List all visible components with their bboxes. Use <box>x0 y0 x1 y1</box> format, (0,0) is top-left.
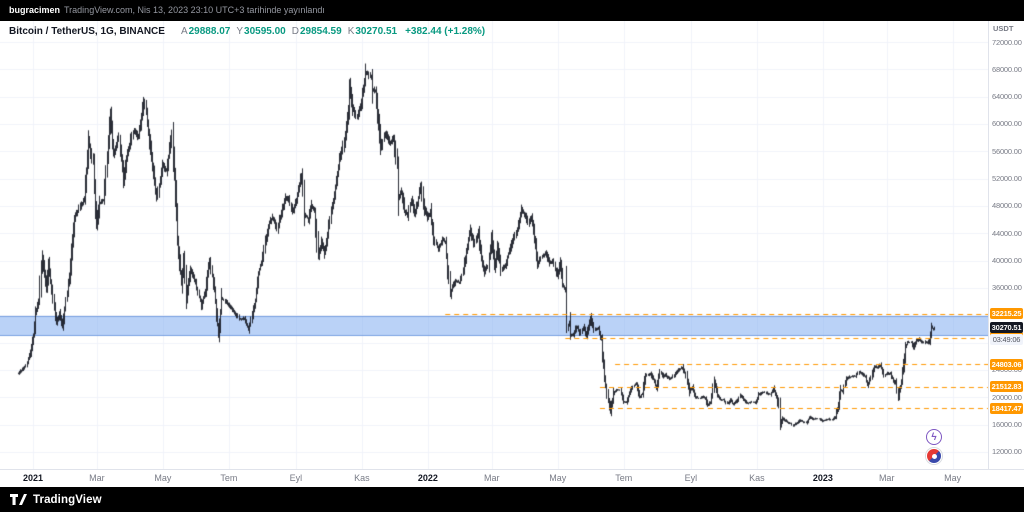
chart-area[interactable]: Bitcoin / TetherUS, 1G, BINANCE A29888.07… <box>0 21 1024 487</box>
time-label: Eyl <box>289 473 303 483</box>
time-label: May <box>154 473 172 483</box>
time-label: Mar <box>89 473 105 483</box>
time-label: 2021 <box>22 473 44 483</box>
time-label: Kas <box>749 473 765 483</box>
time-label: Mar <box>878 473 895 483</box>
price-tick: 60000.00 <box>992 119 1022 129</box>
ohlc-values: A29888.07 Y30595.00 D29854.59 K30270.51 +382… <box>175 26 485 37</box>
publisher-username: bugracimen <box>9 5 61 15</box>
time-label: 2023 <box>812 473 833 483</box>
ohlc-label: Y <box>236 26 244 37</box>
lightning-reaction-icon[interactable]: ϟ <box>926 429 942 445</box>
level-price-badge[interactable]: 24803.06 <box>990 358 1023 370</box>
publish-info-text: TradingView.com, Nis 13, 2023 23:10 UTC+… <box>64 5 325 15</box>
time-label: Tem <box>615 473 633 483</box>
price-chart-canvas[interactable] <box>0 21 988 469</box>
lightning-glyph: ϟ <box>931 431 937 443</box>
emoji-reaction-dot <box>931 453 937 459</box>
price-tick: 64000.00 <box>992 92 1022 102</box>
level-price-badge[interactable]: 32215.25 <box>990 308 1023 320</box>
time-label: Mar <box>484 473 500 483</box>
price-tick: 72000.00 <box>992 37 1022 47</box>
emoji-reaction-icon[interactable] <box>926 448 942 464</box>
ohlc-value: 29854.59 <box>299 26 342 37</box>
price-tick: 36000.00 <box>992 283 1022 293</box>
ohlc-value: 30270.51 <box>355 26 398 37</box>
time-label: Kas <box>354 473 370 483</box>
price-tick: 16000.00 <box>992 420 1022 430</box>
price-tick: 40000.00 <box>992 256 1022 266</box>
price-tick: 20000.00 <box>992 392 1022 402</box>
ohlc-label: A <box>180 26 188 37</box>
price-tick: 48000.00 <box>992 201 1022 211</box>
time-label: Tem <box>220 473 238 483</box>
brand-name[interactable]: TradingView <box>33 493 102 506</box>
time-label: May <box>549 473 567 483</box>
price-change: +382.44 (+1.28%) <box>405 26 486 37</box>
price-tick: 12000.00 <box>992 447 1022 457</box>
symbol-legend[interactable]: Bitcoin / TetherUS, 1G, BINANCE A29888.07… <box>9 26 485 37</box>
ohlc-label: K <box>347 26 355 37</box>
tradingview-logo-icon[interactable] <box>10 494 27 505</box>
time-label: Eyl <box>684 473 698 483</box>
price-tick: 44000.00 <box>992 228 1022 238</box>
level-price-badge[interactable]: 18417.47 <box>990 402 1023 414</box>
bar-countdown-badge: 03:49:06 <box>990 333 1023 345</box>
time-label: 2022 <box>417 473 438 483</box>
axis-currency-label: USDT <box>993 24 1014 33</box>
reaction-icons: ϟ <box>926 429 942 467</box>
level-price-badge[interactable]: 21512.83 <box>990 381 1023 393</box>
footer-bar: TradingView <box>0 487 1024 512</box>
ohlc-label: D <box>291 26 299 37</box>
price-tick: 68000.00 <box>992 64 1022 74</box>
time-axis[interactable]: 2021 Mar May Tem Eyl Kas 2022 Mar May Tem Eyl Kas 20… <box>0 469 1024 487</box>
last-price-badge: 30270.51 <box>990 321 1023 333</box>
price-tick: 52000.00 <box>992 174 1022 184</box>
price-tick: 56000.00 <box>992 146 1022 156</box>
symbol-title[interactable]: Bitcoin / TetherUS, 1G, BINANCE <box>9 26 165 37</box>
time-label: May <box>944 473 962 483</box>
ohlc-value: 29888.07 <box>188 26 231 37</box>
publish-bar: bugracimen TradingView.com, Nis 13, 2023 … <box>0 0 1024 21</box>
ohlc-value: 30595.00 <box>244 26 286 37</box>
price-axis[interactable]: USDT 72000.00 68000.00 64000.00 60000.00 560… <box>988 21 1024 469</box>
